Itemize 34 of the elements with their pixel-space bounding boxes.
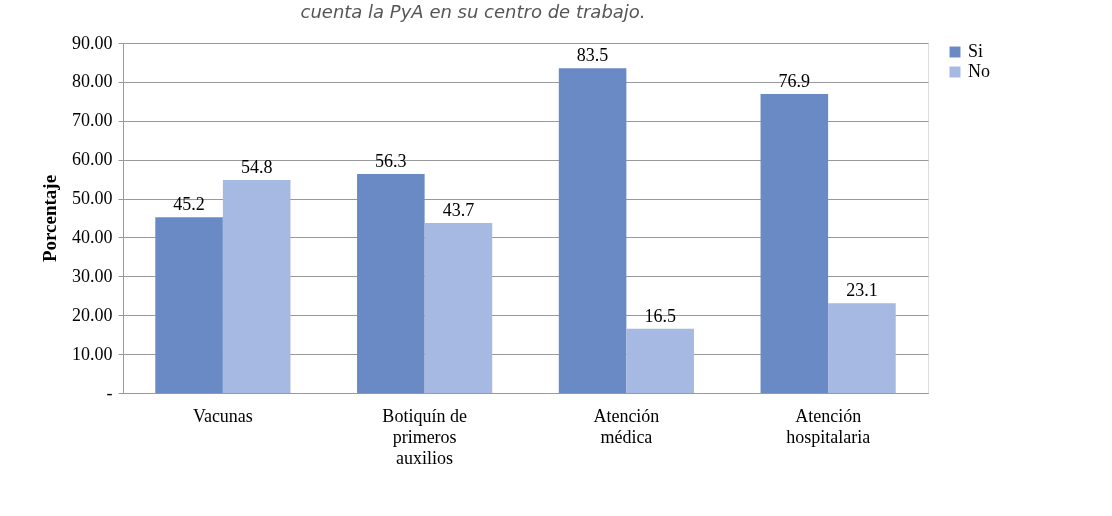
legend-label: No [968, 61, 990, 81]
y-tick-label: 80.00 [72, 71, 113, 92]
x-tick-label: Atención médica [593, 405, 660, 447]
data-label: 23.1 [846, 280, 878, 301]
y-tick-label: 10.00 [72, 343, 113, 364]
x-tick-label: Botiquín de primeros auxilios [382, 405, 467, 468]
y-tick-label: - [106, 382, 113, 403]
y-tick-label: 50.00 [72, 188, 113, 209]
data-label: 56.3 [375, 151, 407, 172]
bar [558, 68, 627, 393]
y-axis-title: Porcentaje [39, 174, 60, 263]
bar [626, 328, 694, 393]
x-tick-label: Atención hospitalaria [786, 405, 871, 447]
bar [222, 179, 291, 393]
bar [357, 174, 425, 393]
data-label: 43.7 [442, 200, 475, 221]
data-label: 54.8 [240, 156, 273, 177]
data-label: 16.5 [644, 305, 676, 326]
data-label: 76.9 [778, 70, 811, 91]
bar [828, 303, 896, 393]
bar [424, 223, 493, 393]
y-tick-label: 20.00 [72, 304, 113, 325]
legend-label: Si [968, 41, 984, 61]
bar [760, 93, 829, 393]
y-tick-label: 60.00 [72, 149, 113, 170]
y-tick-label: 40.00 [72, 226, 113, 247]
y-tick-label: 70.00 [72, 110, 113, 131]
y-tick-label: 30.00 [72, 265, 113, 286]
x-tick-label: Vacunas [192, 405, 253, 426]
data-label: 83.5 [576, 45, 609, 66]
bar [155, 217, 223, 393]
y-tick-label: 90.00 [72, 32, 113, 53]
data-label: 45.2 [173, 194, 205, 215]
text: cuenta la PyA en su centro de trabajo. [300, 1, 646, 22]
